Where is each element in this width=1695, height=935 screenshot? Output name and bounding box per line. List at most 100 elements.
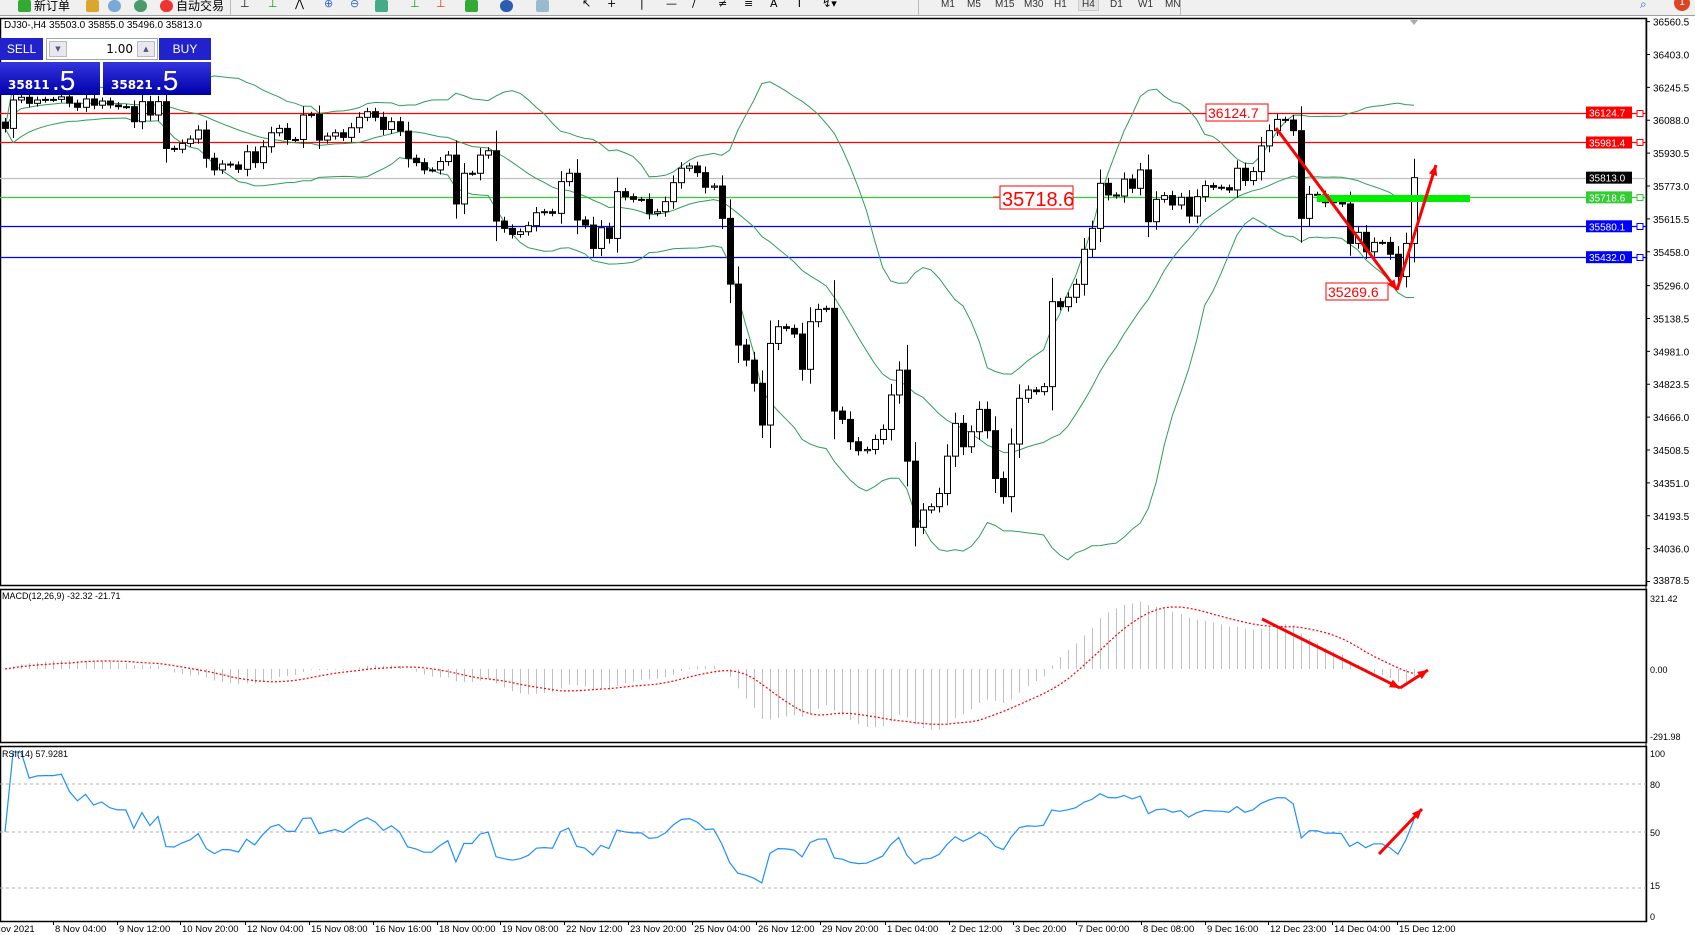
price-axis-label: 34351.0 bbox=[1653, 479, 1690, 490]
equidistant-channel-icon[interactable]: ≠ bbox=[718, 0, 728, 10]
candle bbox=[10, 99, 17, 129]
bollinger-middle-band bbox=[4, 102, 1415, 454]
notification-badge[interactable]: 1 bbox=[1674, 0, 1690, 11]
auto-trade-button[interactable]: 自动交易 bbox=[176, 0, 225, 13]
horizontal-line-icon[interactable]: — bbox=[666, 0, 677, 10]
lot-increase-button[interactable]: ▲ bbox=[137, 41, 155, 57]
price-axis-label: 35458.0 bbox=[1653, 248, 1690, 259]
candlestick-icon[interactable]: ⊥ bbox=[268, 0, 278, 10]
candle bbox=[662, 201, 669, 213]
candle bbox=[66, 96, 73, 104]
candle bbox=[719, 185, 726, 219]
price-axis-label: 36403.0 bbox=[1653, 50, 1690, 61]
text-label-icon[interactable]: T bbox=[796, 0, 803, 10]
macd-signal-line bbox=[4, 606, 1415, 726]
crosshair-icon[interactable]: + bbox=[607, 0, 617, 10]
candle bbox=[847, 418, 854, 443]
text-icon[interactable]: A bbox=[770, 0, 778, 10]
candle bbox=[590, 224, 597, 249]
rsi-line bbox=[4, 751, 1415, 884]
candle bbox=[1041, 386, 1048, 393]
buy-price-box[interactable]: 35821 .5 bbox=[103, 62, 211, 96]
tile-windows-icon[interactable] bbox=[375, 0, 388, 12]
candle bbox=[525, 225, 532, 233]
candle bbox=[1387, 241, 1394, 255]
line-handle[interactable] bbox=[1636, 194, 1644, 201]
candle bbox=[1113, 194, 1120, 197]
cursor-icon[interactable]: ↖ bbox=[582, 0, 592, 10]
timeframe-d1[interactable]: D1 bbox=[1110, 0, 1123, 10]
candle bbox=[1145, 169, 1152, 223]
timeframe-m30[interactable]: M30 bbox=[1024, 0, 1044, 10]
search-icon[interactable]: ⌕ bbox=[1640, 0, 1647, 11]
sell-price-box[interactable]: 35811 .5 bbox=[0, 62, 100, 96]
fibonacci-icon[interactable]: ≡ bbox=[744, 0, 754, 10]
price-axis-label: 35615.5 bbox=[1653, 215, 1690, 226]
bar-chart-icon[interactable]: ⊥ bbox=[240, 0, 250, 10]
price-annotation-box[interactable] bbox=[1205, 103, 1269, 122]
toolbar-separator bbox=[918, 0, 919, 15]
macd-up-arrow-head bbox=[1417, 670, 1428, 680]
timeframe-w1[interactable]: W1 bbox=[1138, 0, 1153, 10]
templates-icon[interactable] bbox=[536, 0, 549, 12]
indicators-icon[interactable] bbox=[465, 0, 478, 12]
data-window-icon[interactable] bbox=[108, 0, 121, 12]
timeframe-m15[interactable]: M15 bbox=[995, 0, 1015, 10]
trendline-icon[interactable]: / bbox=[692, 0, 696, 10]
line-handle[interactable] bbox=[1636, 223, 1644, 230]
candle bbox=[461, 172, 468, 205]
toolbar: 新订单 自动交易 ⊥ ⊥ ⋀ ⊕ ⊖ ⊥ ⊥ ↖ + | — / ≠ ≡ A T… bbox=[0, 0, 1695, 16]
chart-shift-marker[interactable] bbox=[1410, 20, 1418, 25]
candle bbox=[99, 100, 106, 106]
time-axis-label: 15 Nov 08:00 bbox=[311, 924, 368, 935]
auto-trade-stop-icon[interactable] bbox=[160, 0, 173, 12]
lot-size-input[interactable]: ▼ 1.00 ▲ bbox=[46, 38, 158, 60]
candle bbox=[380, 116, 387, 130]
autoscroll-icon[interactable]: ⊥ bbox=[410, 0, 420, 10]
support-highlight-bar[interactable] bbox=[1317, 195, 1470, 202]
lot-decrease-button[interactable]: ▼ bbox=[49, 41, 67, 57]
timeframe-h1[interactable]: H1 bbox=[1054, 0, 1067, 10]
metaeditor-icon[interactable] bbox=[86, 0, 99, 12]
line-handle[interactable] bbox=[1636, 110, 1644, 117]
periods-icon[interactable] bbox=[500, 0, 513, 12]
sell-button[interactable]: SELL bbox=[0, 38, 43, 60]
sell-price-main: 35811 bbox=[8, 78, 50, 92]
candle bbox=[646, 198, 653, 214]
rsi-up-arrow-head bbox=[1411, 809, 1422, 820]
buy-button[interactable]: BUY bbox=[159, 38, 211, 60]
chart-shift-icon[interactable]: ⊥ bbox=[436, 0, 446, 10]
shapes-icon[interactable]: ↯▾ bbox=[822, 0, 837, 10]
vertical-line-icon[interactable]: | bbox=[640, 0, 644, 10]
candle bbox=[976, 408, 983, 433]
time-axis-label: 23 Nov 20:00 bbox=[630, 924, 687, 935]
down-arrow[interactable] bbox=[1274, 127, 1399, 291]
macd-down-arrow[interactable] bbox=[1261, 617, 1401, 690]
zoom-out-icon[interactable]: ⊖ bbox=[350, 0, 360, 10]
new-order-icon[interactable] bbox=[18, 0, 31, 12]
zoom-in-icon[interactable]: ⊕ bbox=[324, 0, 334, 10]
timeframe-m1[interactable]: M1 bbox=[941, 0, 955, 10]
timeframe-mn[interactable]: MN bbox=[1165, 0, 1181, 10]
price-annotation-box[interactable] bbox=[1325, 282, 1389, 301]
timeframe-m5[interactable]: M5 bbox=[967, 0, 981, 10]
signals-icon[interactable] bbox=[134, 0, 147, 12]
line-chart-icon[interactable]: ⋀ bbox=[295, 0, 305, 10]
timeframe-h4[interactable]: H4 bbox=[1078, 0, 1099, 11]
price-line-label: 35813.0 bbox=[1589, 174, 1626, 185]
time-axis-label: 8 Nov 04:00 bbox=[55, 924, 106, 935]
price-line-label-bg bbox=[1586, 191, 1632, 204]
price-axis-label: 34036.0 bbox=[1653, 545, 1690, 556]
candle bbox=[501, 220, 508, 229]
rsi-up-arrow[interactable] bbox=[1377, 807, 1424, 856]
candle bbox=[1234, 167, 1241, 191]
line-handle[interactable] bbox=[1636, 139, 1644, 146]
candle bbox=[831, 307, 838, 412]
rsi-axis-label: 0 bbox=[1650, 912, 1655, 922]
up-arrow[interactable] bbox=[1395, 164, 1438, 291]
line-handle[interactable] bbox=[1636, 254, 1644, 261]
candle bbox=[1097, 182, 1104, 229]
new-order-button[interactable]: 新订单 bbox=[34, 0, 71, 13]
candle bbox=[1379, 241, 1386, 244]
